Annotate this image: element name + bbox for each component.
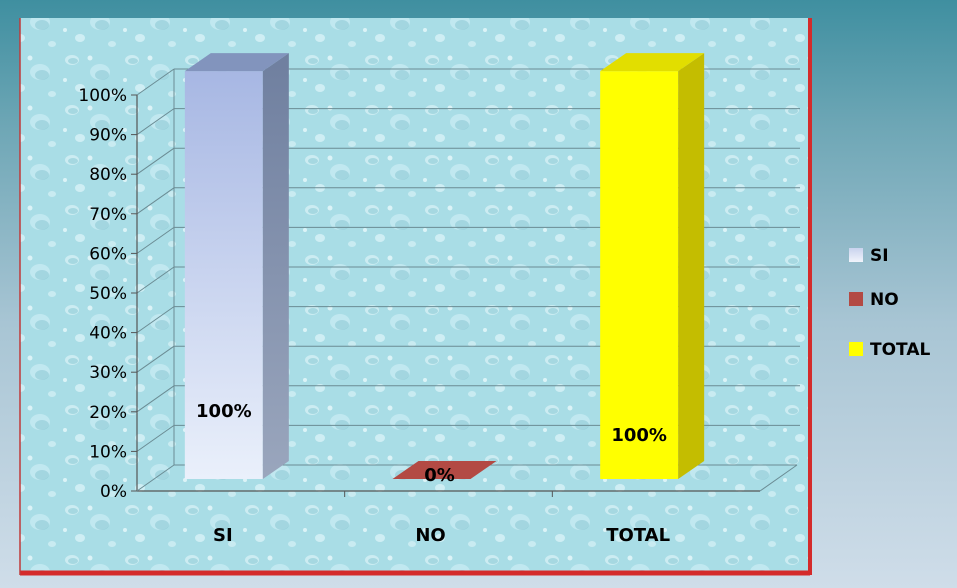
legend-item-no: NO [849,290,899,310]
gridline-diagonal [136,306,175,334]
bar-top-no [392,461,497,479]
legend-item-si: SI [849,246,889,266]
floor-left-edge [136,464,175,492]
y-axis-ticks: 0% 10% 20% 30% 40% 50% 60% 70% 80% 90% 100% [78,86,137,502]
bars [184,53,705,480]
x-label-no: NO [415,525,445,546]
gridline-diagonal [136,345,175,373]
y-tick-label: 40% [89,324,127,344]
y-tick-label: 10% [89,442,127,462]
x-label-total: TOTAL [606,525,670,546]
bar-top-si [184,53,289,72]
y-tick-label: 70% [89,205,127,225]
y-tick-label: 30% [89,363,127,383]
gridline-diagonal [136,147,175,175]
gridline-diagonal [136,424,175,452]
floor-right-edge [759,464,798,492]
bar-side-si [262,53,289,480]
legend-label-si: SI [870,246,889,266]
data-label-total: 100% [611,425,667,446]
data-labels: 100% 0% 100% [196,401,667,486]
gridline-diagonal [136,68,175,96]
legend-label-total: TOTAL [870,340,930,360]
legend-label-no: NO [870,290,899,310]
bar-side-total [678,53,705,480]
bar-total [600,53,705,480]
gridline-diagonal [136,226,175,254]
legend-swatch-si [849,248,863,262]
y-tick-label: 90% [89,126,127,146]
bar-no [392,461,497,479]
gridline-diagonal [136,108,175,136]
bar-front-si [184,71,263,480]
y-tick-label: 20% [89,403,127,423]
gridline-diagonal [136,187,175,215]
y-tick-label: 50% [89,284,127,304]
gridline-diagonal [136,266,175,294]
legend: SI NO TOTAL [849,246,930,360]
y-tick-label: 80% [89,165,127,185]
data-label-si: 100% [196,401,252,422]
gridline-diagonal [136,385,175,413]
y-tick-label: 100% [78,86,127,106]
bar-front-total [600,71,679,480]
data-label-no: 0% [424,465,455,486]
x-label-si: SI [213,525,233,546]
legend-swatch-no [849,292,863,306]
y-tick-label: 60% [89,244,127,264]
bar-si [184,53,289,480]
y-tick-label: 0% [100,482,127,502]
bar-top-total [600,53,705,72]
x-axis-labels: SI NO TOTAL [213,525,670,546]
legend-swatch-total [849,342,863,356]
legend-item-total: TOTAL [849,340,930,360]
